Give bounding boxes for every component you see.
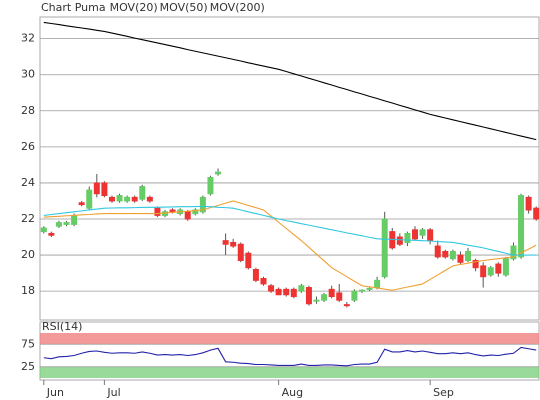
candle-body	[93, 182, 100, 195]
candle-body	[268, 285, 275, 292]
x-tick-label: Sep	[433, 386, 454, 399]
candle-body	[131, 196, 138, 202]
candle-body	[71, 214, 78, 225]
candle-body	[442, 250, 449, 258]
y-tick-label: 20	[21, 248, 35, 261]
candle-body	[336, 292, 343, 301]
candle-body	[533, 207, 540, 220]
line-series	[43, 205, 537, 256]
candle-body	[154, 207, 161, 216]
candle-body	[525, 196, 532, 211]
candle-body	[396, 236, 403, 245]
y-tick-label: 22	[21, 212, 35, 225]
candle-body	[245, 252, 252, 269]
candle-body	[518, 195, 525, 258]
candle-body	[55, 222, 62, 227]
candle-body	[63, 222, 70, 225]
candle-body	[108, 196, 115, 202]
candle-body	[230, 241, 237, 247]
candle-body	[313, 299, 320, 302]
candle-body	[78, 202, 85, 206]
candle-body	[465, 250, 472, 261]
rsi-label: RSI(14)	[42, 320, 82, 333]
candle-body	[252, 269, 259, 281]
candle-body	[124, 196, 131, 202]
candle-body	[283, 288, 290, 296]
candle-body	[412, 229, 418, 240]
candle-body	[487, 267, 494, 276]
candle-body	[434, 245, 441, 258]
candle-body	[116, 195, 123, 202]
y-tick-label: 30	[21, 68, 35, 81]
x-tick-label: Jun	[46, 386, 64, 399]
y-tick-label: 26	[21, 140, 35, 153]
candle-body	[40, 227, 47, 233]
candle-body	[351, 290, 358, 301]
legend-entry: MOV(20)	[110, 1, 158, 14]
candle-body	[472, 259, 479, 269]
candle-body	[237, 243, 244, 261]
candle-body	[510, 245, 517, 260]
candle-body	[374, 279, 381, 289]
y-tick-label: 28	[21, 104, 35, 117]
candle-body	[381, 218, 388, 278]
candle-body	[146, 196, 153, 202]
candle-body	[222, 240, 229, 245]
candle-body	[404, 232, 411, 243]
candle-body	[419, 229, 426, 236]
legend-entry: MOV(200)	[210, 1, 265, 14]
y-tick-label: 75	[21, 337, 35, 350]
candle-body	[207, 177, 214, 195]
candle-body	[139, 186, 146, 200]
oversold-band	[40, 366, 539, 378]
candle-body	[298, 285, 305, 292]
candle-body	[321, 294, 328, 301]
overbought-band	[40, 333, 539, 345]
candle-body	[199, 196, 206, 213]
y-tick-label: 32	[21, 32, 35, 45]
candle-body	[275, 288, 282, 296]
candle-body	[502, 258, 509, 276]
candle-body	[343, 304, 350, 307]
line-series	[43, 21, 537, 141]
candle-body	[260, 278, 267, 285]
candle-body	[427, 229, 434, 242]
candle-body	[480, 265, 487, 278]
y-tick-label: 24	[21, 176, 35, 189]
candle-body	[184, 211, 191, 220]
x-tick-label: Jul	[106, 386, 120, 399]
candle-body	[366, 287, 373, 290]
legend-title: Chart Puma	[41, 1, 106, 14]
candle-body	[449, 250, 456, 260]
candle-body	[215, 171, 222, 175]
candle-body	[86, 189, 93, 209]
candle-body	[101, 182, 108, 197]
candle-body	[328, 288, 335, 298]
candle-body	[495, 263, 502, 274]
candle-body	[169, 209, 176, 213]
legend-entry: MOV(50)	[160, 1, 208, 14]
candle-body	[290, 288, 297, 298]
x-tick-label: Aug	[282, 386, 303, 399]
candle-body	[358, 289, 365, 292]
y-tick-label: 18	[21, 284, 35, 297]
line-series	[43, 346, 537, 367]
candle-body	[457, 254, 464, 263]
price-panel	[39, 16, 540, 321]
line-series	[43, 200, 537, 291]
y-tick-label: 25	[21, 360, 35, 373]
candle-body	[305, 287, 312, 305]
candle-body	[48, 232, 55, 236]
